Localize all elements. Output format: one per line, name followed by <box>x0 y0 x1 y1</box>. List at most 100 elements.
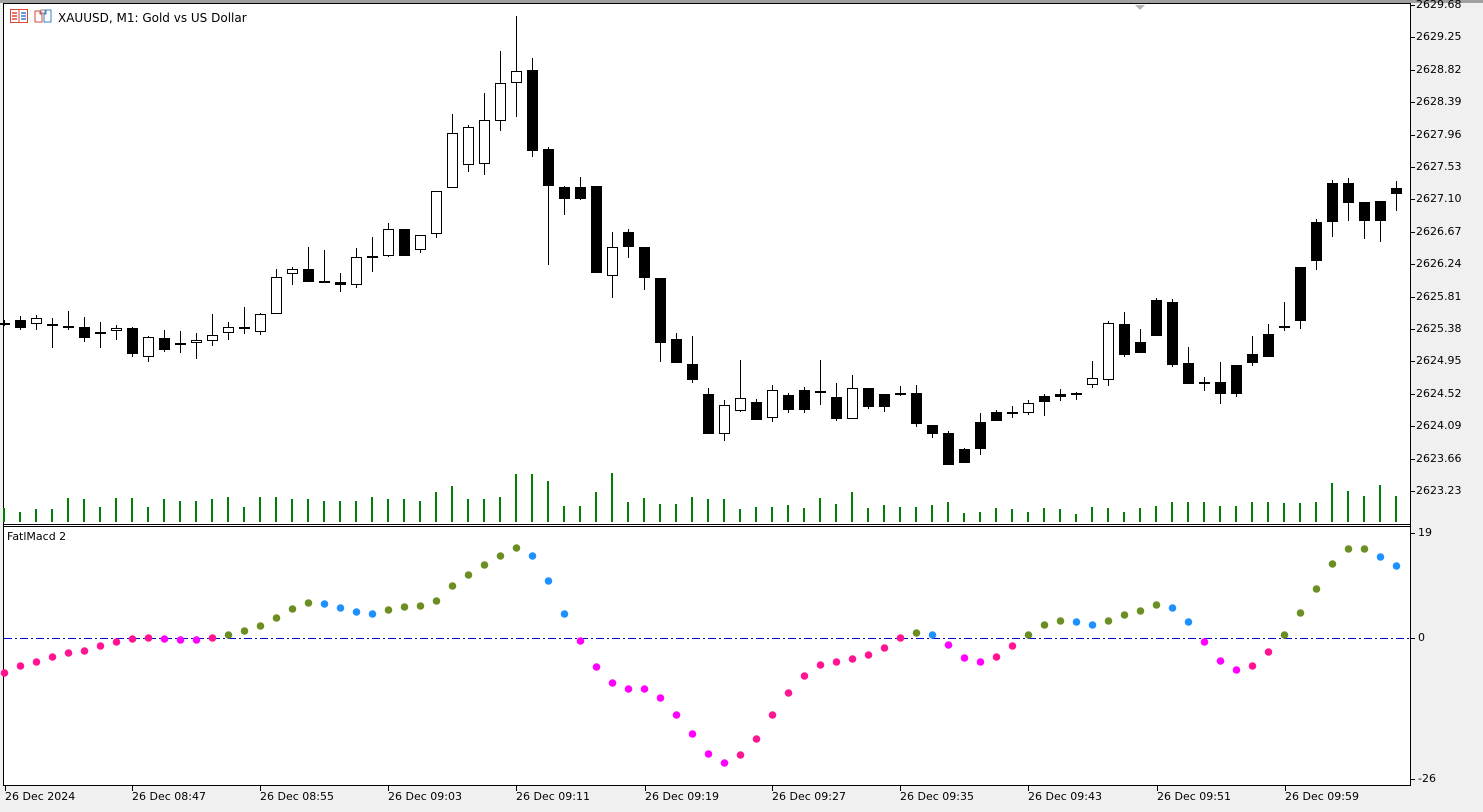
indicator-dot <box>912 629 921 637</box>
volume-bar <box>147 507 149 522</box>
volume-bar <box>739 509 741 522</box>
indicator-dot <box>560 610 569 618</box>
indicator-dot <box>1136 607 1145 615</box>
indicator-dot <box>48 653 57 661</box>
candle-bear <box>1119 324 1130 355</box>
candle-bull <box>447 133 458 188</box>
volume-bar <box>355 501 357 522</box>
volume-bar <box>947 502 949 522</box>
candle-bear <box>623 232 634 247</box>
candle-bear <box>1343 183 1354 203</box>
candle-doji <box>815 391 826 393</box>
volume-bar <box>659 504 661 522</box>
indicator-dot <box>1200 638 1209 646</box>
volume-bar <box>643 498 645 522</box>
indicator-tick-label: 0 <box>1418 631 1425 644</box>
volume-bar <box>1011 509 1013 522</box>
volume-bar <box>435 492 437 522</box>
price-tick-label: 2626.67 <box>1416 225 1462 238</box>
candle-bear <box>975 422 986 449</box>
volume-bar <box>1219 506 1221 522</box>
candle-bear <box>831 397 842 419</box>
candle-doji <box>1279 326 1290 328</box>
candle-bull <box>1087 378 1098 385</box>
volume-bar <box>1251 502 1253 522</box>
volume-bar <box>419 501 421 522</box>
indicator-dot <box>1248 662 1257 670</box>
chart-shift-marker[interactable] <box>1135 5 1145 10</box>
indicator-dot <box>1376 553 1385 561</box>
volume-bar <box>259 497 261 522</box>
indicator-dot <box>1392 562 1401 570</box>
candle-bear <box>399 229 410 256</box>
candle-bull <box>31 318 42 324</box>
candle-bear <box>79 327 90 338</box>
candle-bear <box>703 394 714 434</box>
candle-bear <box>543 149 554 186</box>
time-tick-label: 26 Dec 08:47 <box>132 790 206 803</box>
volume-bar <box>35 509 37 522</box>
indicator-dot <box>16 662 25 670</box>
volume-bar <box>227 497 229 522</box>
candle-doji <box>895 393 906 395</box>
indicator-dot <box>1328 560 1337 568</box>
candle-doji <box>1007 412 1018 414</box>
volume-bar <box>851 492 853 522</box>
volume-bar <box>307 499 309 522</box>
indicator-dot <box>208 634 217 642</box>
indicator-dot <box>624 685 633 693</box>
indicator-dot <box>0 669 9 677</box>
price-tick-label: 2629.25 <box>1416 30 1462 43</box>
volume-bar <box>707 499 709 522</box>
candle-bear <box>591 186 602 273</box>
volume-bar <box>179 501 181 522</box>
volume-bar <box>627 502 629 522</box>
volume-bar <box>1363 496 1365 522</box>
indicator-dot <box>720 759 729 767</box>
indicator-dot <box>432 597 441 605</box>
candle-bear <box>1135 342 1146 353</box>
indicator-dot <box>480 561 489 569</box>
candle-bear <box>959 449 970 463</box>
candle-bear <box>335 282 346 285</box>
candle-bull <box>431 191 442 234</box>
indicator-dot <box>704 750 713 758</box>
volume-bar <box>1315 502 1317 522</box>
volume-bar <box>1331 483 1333 522</box>
candle-doji <box>367 256 378 258</box>
candle-bear <box>527 70 538 151</box>
one-click-trading-icon[interactable] <box>10 9 28 26</box>
volume-bar <box>1203 502 1205 522</box>
indicator-dot <box>400 603 409 611</box>
chart-header: XAUUSD, M1: Gold vs US Dollar <box>10 9 247 26</box>
candle-bear <box>1359 202 1370 221</box>
indicator-dot <box>176 636 185 644</box>
indicator-dot <box>1088 621 1097 629</box>
indicator-dot <box>112 638 121 646</box>
candle-bull <box>847 388 858 419</box>
candle-bull <box>1103 323 1114 380</box>
volume-bar <box>51 509 53 522</box>
indicator-dot <box>1280 631 1289 639</box>
volume-bar <box>1299 503 1301 522</box>
price-tick-label: 2629.68 <box>1416 0 1462 11</box>
price-tick-label: 2624.09 <box>1416 419 1462 432</box>
volume-bar <box>1283 503 1285 522</box>
depth-of-market-icon[interactable] <box>34 9 52 26</box>
indicator-dot <box>928 631 937 639</box>
volume-bar <box>931 505 933 522</box>
volume-bar <box>323 501 325 522</box>
candle-bear <box>671 339 682 363</box>
candle-bear <box>303 269 314 282</box>
volume-bar <box>1107 508 1109 522</box>
time-tick-label: 26 Dec 08:55 <box>260 790 334 803</box>
candle-doji <box>0 323 10 325</box>
indicator-dot <box>336 604 345 612</box>
indicator-dot <box>960 654 969 662</box>
candle-doji <box>47 324 58 326</box>
indicator-dot <box>240 627 249 635</box>
volume-bar <box>499 497 501 522</box>
indicator-dot <box>416 602 425 610</box>
price-tick-label: 2625.81 <box>1416 290 1462 303</box>
